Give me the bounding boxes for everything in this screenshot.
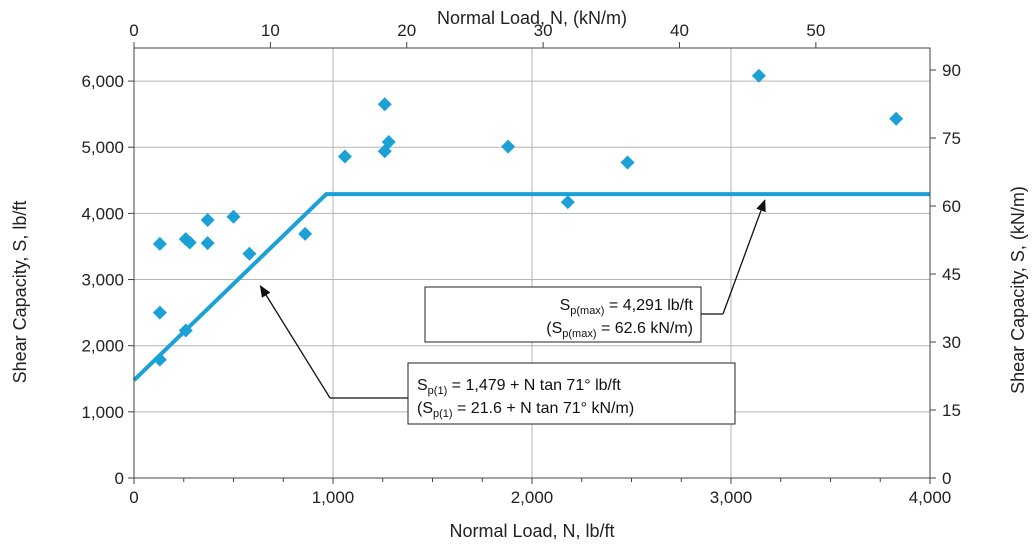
x2-axis-title: Normal Load, N, (kN/m) (437, 8, 627, 28)
y-tick-label: 4,000 (81, 204, 124, 223)
axis-tick-labels: 0 1,000 2,000 3,000 4,000 5,000 6,000 0 1,000 2,0… (81, 21, 960, 507)
y2-tick-label: 15 (942, 401, 961, 420)
scatter-points (152, 68, 904, 367)
data-point (152, 236, 167, 251)
data-point (242, 246, 257, 261)
y2-axis-title: Shear Capacity, S, (kN/m) (1008, 186, 1028, 394)
data-point (298, 226, 313, 241)
data-point (381, 134, 396, 149)
data-point (751, 68, 766, 83)
annotation-p1-line1: Sp(1) = 1,479 + N tan 71° lb/ft (417, 377, 621, 397)
x2-tick-label: 10 (261, 21, 280, 40)
data-point (337, 149, 352, 164)
annotation-max-line2: (Sp(max) = 62.6 kN/m) (546, 320, 693, 340)
data-point (152, 305, 167, 320)
x-axis-title: Normal Load, N, lb/ft (449, 521, 614, 541)
data-point (560, 195, 575, 210)
annotation-p1: Sp(1) = 1,479 + N tan 71° lb/ft (Sp(1) =… (259, 284, 736, 425)
annotation-max: Sp(max) = 4,291 lb/ft (Sp(max) = 62.6 kN… (424, 199, 766, 343)
data-point (178, 323, 193, 338)
data-point (152, 352, 167, 367)
y-tick-label: 2,000 (81, 337, 124, 356)
y-tick-label: 3,000 (81, 271, 124, 290)
y2-tick-label: 45 (942, 265, 961, 284)
data-point (200, 236, 215, 251)
annotation-max-line1: Sp(max) = 4,291 lb/ft (560, 297, 694, 317)
x2-tick-label: 20 (397, 21, 416, 40)
y-tick-label: 1,000 (81, 403, 124, 422)
shear-capacity-line (132, 192, 930, 382)
axis-ticks (128, 42, 936, 484)
grid-lines (134, 48, 930, 478)
x-tick-label: 3,000 (710, 488, 753, 507)
annotation-max-arrow (722, 199, 766, 315)
x2-tick-label: 40 (670, 21, 689, 40)
annotation-max-box (424, 286, 702, 343)
data-point (182, 235, 197, 250)
y-axis-title: Shear Capacity, S, lb/ft (10, 201, 30, 384)
y-tick-label: 5,000 (81, 138, 124, 157)
x-tick-label: 1,000 (312, 488, 355, 507)
y2-tick-label: 60 (942, 197, 961, 216)
data-point (620, 155, 635, 170)
x2-tick-label: 0 (129, 21, 138, 40)
annotation-p1-line2: (Sp(1) = 21.6 + N tan 71° kN/m) (417, 400, 634, 420)
y-tick-label: 0 (115, 469, 124, 488)
x-tick-label: 2,000 (511, 488, 554, 507)
y2-tick-label: 90 (942, 61, 961, 80)
data-point (501, 139, 516, 154)
x-tick-label: 4,000 (909, 488, 952, 507)
x2-tick-label: 50 (806, 21, 825, 40)
x-tick-label: 0 (129, 488, 138, 507)
y2-tick-label: 0 (942, 469, 951, 488)
data-point (889, 111, 904, 126)
data-point (200, 213, 215, 227)
series-line (132, 192, 930, 382)
data-point (226, 209, 241, 224)
y-tick-label: 6,000 (81, 72, 124, 91)
data-point (377, 97, 392, 112)
annotation-p1-arrow (259, 284, 331, 399)
y2-tick-label: 75 (942, 129, 961, 148)
y2-tick-label: 30 (942, 333, 961, 352)
annotation-p1-box (407, 362, 736, 425)
x2-tick-label: 30 (534, 21, 553, 40)
